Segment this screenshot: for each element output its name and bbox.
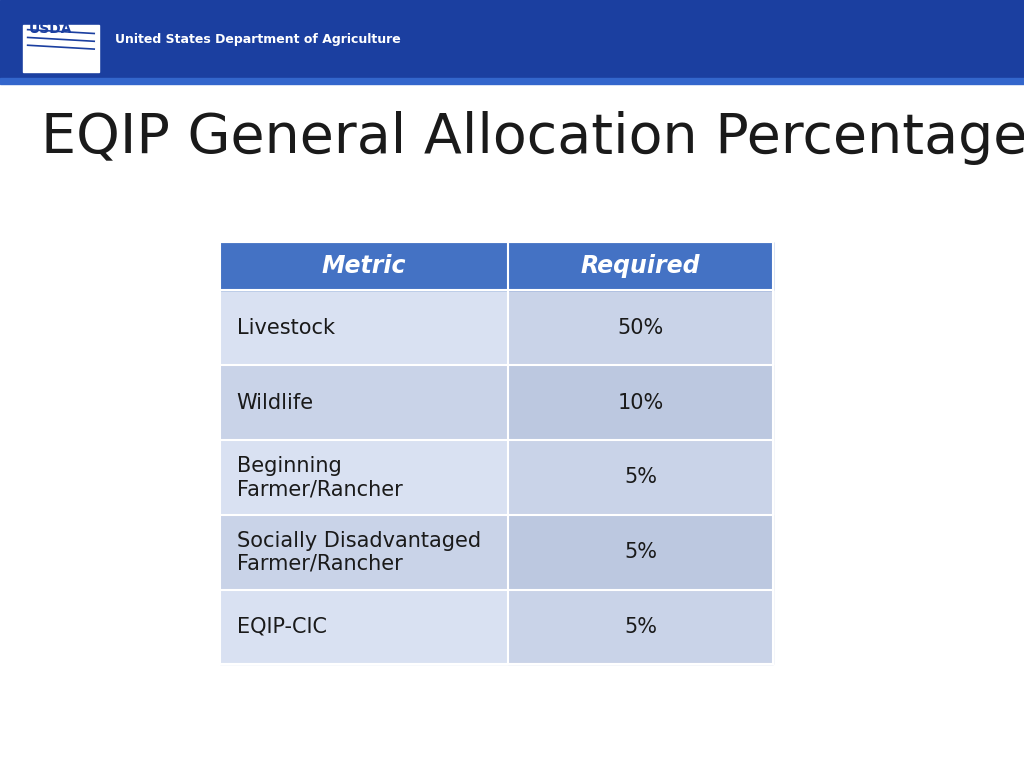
Bar <box>220 242 773 290</box>
Text: Beginning
Farmer/Rancher: Beginning Farmer/Rancher <box>237 456 402 499</box>
Bar <box>508 366 773 440</box>
Text: 5%: 5% <box>624 468 657 488</box>
Bar <box>508 590 773 664</box>
Text: 5%: 5% <box>624 617 657 637</box>
Bar <box>220 515 508 590</box>
Bar <box>508 290 773 366</box>
Text: 50%: 50% <box>617 318 664 338</box>
Bar <box>220 590 508 664</box>
Text: Required: Required <box>581 254 700 278</box>
Bar <box>508 515 773 590</box>
Text: USDA: USDA <box>29 22 72 36</box>
Bar <box>23 25 99 71</box>
Text: EQIP-CIC: EQIP-CIC <box>237 617 327 637</box>
Bar <box>220 290 508 366</box>
Text: 5%: 5% <box>624 542 657 562</box>
Text: Metric: Metric <box>322 254 407 278</box>
Bar <box>0 78 1024 84</box>
Text: Livestock: Livestock <box>237 318 335 338</box>
Text: EQIP General Allocation Percentages: EQIP General Allocation Percentages <box>41 111 1024 165</box>
Text: 10%: 10% <box>617 392 664 412</box>
Text: Socially Disadvantaged
Farmer/Rancher: Socially Disadvantaged Farmer/Rancher <box>237 531 480 574</box>
Text: Wildlife: Wildlife <box>237 392 313 412</box>
Bar <box>508 440 773 515</box>
Text: United States Department of Agriculture: United States Department of Agriculture <box>115 32 400 45</box>
Bar <box>220 440 508 515</box>
Bar <box>220 366 508 440</box>
Bar <box>0 0 1024 78</box>
